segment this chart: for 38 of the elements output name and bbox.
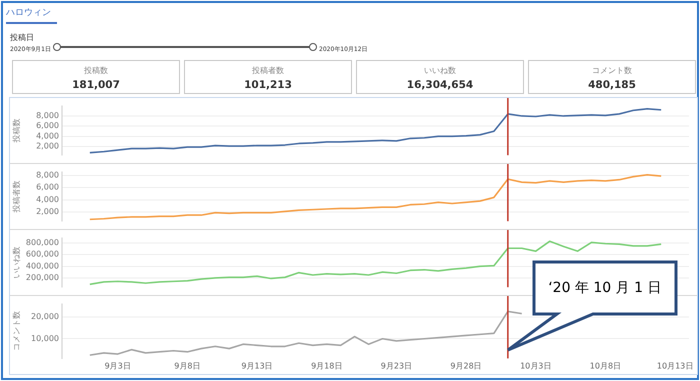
- y-tick-label: 6,000: [36, 121, 59, 130]
- y-tick-label: 4,000: [36, 194, 59, 204]
- y-tick-label: 200,000: [26, 272, 59, 282]
- y-tick-label: 600,000: [26, 250, 59, 259]
- x-tick-label: 10月13日: [656, 361, 694, 370]
- x-tick-label: 9月8日: [174, 361, 200, 370]
- x-tick-label: 9月28日: [450, 361, 482, 370]
- text: 181,007: [71, 79, 121, 91]
- y-tick-label: 8,000: [36, 111, 59, 120]
- y-axis-title: コメント数: [12, 311, 21, 352]
- x-tick-label: 10月3日: [520, 361, 552, 370]
- x-tick-label: 10月8日: [590, 361, 622, 370]
- y-tick-label: 2,000: [36, 207, 59, 216]
- y-tick-label: 4,000: [36, 131, 59, 140]
- ref-line-label: ‘20 年 10 月 1 日: [547, 279, 662, 298]
- text: 投稿数: [83, 65, 109, 76]
- y-tick-label: 20,000: [31, 312, 59, 321]
- text: コメント数: [591, 65, 633, 76]
- y-tick-label: 800,000: [26, 238, 59, 248]
- x-tick-label: 9月23日: [380, 361, 412, 370]
- y-tick-label: 2,000: [36, 142, 59, 151]
- text: 投稿日: [10, 32, 34, 43]
- text: ハロウィン: [6, 6, 57, 24]
- y-tick-label: 400,000: [26, 261, 59, 270]
- text: 480,185: [587, 79, 637, 91]
- y-axis-title: 投稿数: [12, 118, 21, 144]
- x-tick-label: 9月13日: [241, 361, 273, 370]
- y-axis-title: 投稿者数: [12, 180, 21, 214]
- text: 101,213: [243, 79, 293, 91]
- y-axis-title: いいね数: [12, 246, 21, 278]
- y-tick-label: 8,000: [36, 170, 59, 180]
- text: 投稿者数: [251, 65, 285, 76]
- y-tick-label: 10,000: [31, 334, 59, 343]
- text: いいね数: [423, 65, 457, 76]
- y-tick-label: 6,000: [36, 182, 59, 192]
- text: 16,304,654: [406, 79, 474, 91]
- x-tick-label: 9月18日: [311, 361, 342, 370]
- x-tick-label: 9月3日: [104, 361, 131, 370]
